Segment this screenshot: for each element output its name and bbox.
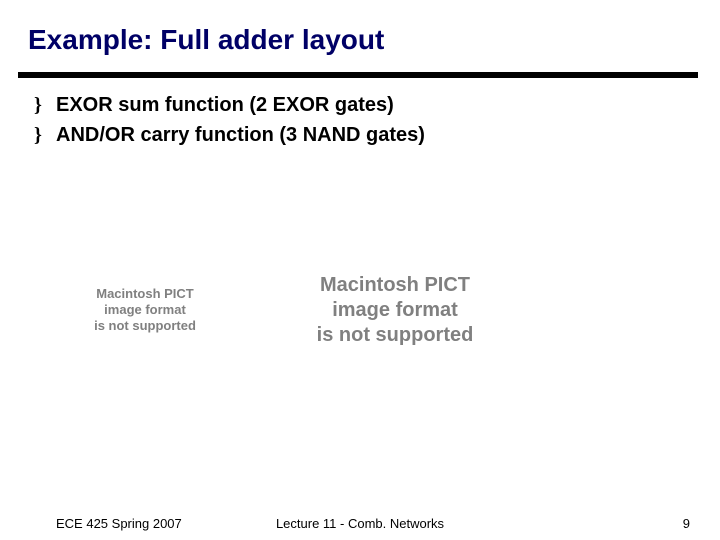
bullet-item: } AND/OR carry function (3 NAND gates) — [34, 122, 674, 148]
slide: Example: Full adder layout } EXOR sum fu… — [0, 0, 720, 540]
placeholder-line: Macintosh PICT — [290, 273, 500, 298]
placeholder-line: is not supported — [290, 323, 500, 348]
footer-center: Lecture 11 - Comb. Networks — [0, 516, 720, 531]
placeholder-line: is not supported — [60, 318, 230, 334]
image-placeholder-area: Macintosh PICT image format is not suppo… — [30, 200, 590, 420]
placeholder-line: image format — [290, 298, 500, 323]
title-underline — [18, 72, 698, 78]
bullet-marker-icon: } — [34, 92, 56, 118]
placeholder-line: Macintosh PICT — [60, 286, 230, 302]
bullet-text: AND/OR carry function (3 NAND gates) — [56, 122, 425, 148]
bullet-text: EXOR sum function (2 EXOR gates) — [56, 92, 394, 118]
bullet-item: } EXOR sum function (2 EXOR gates) — [34, 92, 674, 118]
image-placeholder: Macintosh PICT image format is not suppo… — [60, 286, 230, 335]
footer-page-number: 9 — [683, 516, 690, 531]
image-placeholder: Macintosh PICT image format is not suppo… — [290, 273, 500, 348]
bullet-list: } EXOR sum function (2 EXOR gates) } AND… — [34, 92, 674, 152]
slide-title: Example: Full adder layout — [28, 24, 384, 56]
placeholder-line: image format — [60, 302, 230, 318]
bullet-marker-icon: } — [34, 122, 56, 148]
